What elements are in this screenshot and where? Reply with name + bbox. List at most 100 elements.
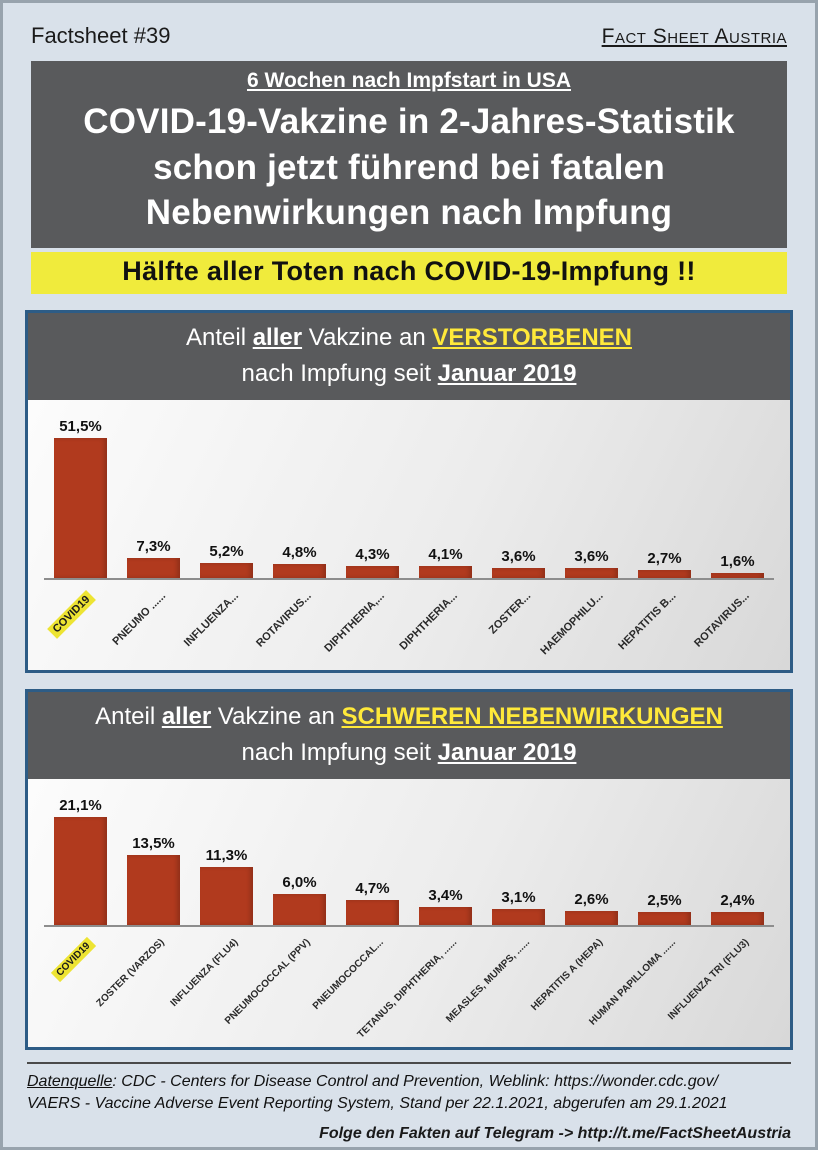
factsheet-number: Factsheet #39	[31, 23, 171, 48]
bar-value-label: 3,1%	[501, 888, 536, 906]
bar	[200, 563, 253, 578]
plot-side-effects: 21,1% 13,5% 11,3% 6,0% 4,7% 3,4% 3,1% 2,6% 2,5% 2…	[44, 789, 774, 927]
x-axis-tick: ROTAVIRUS...	[692, 580, 774, 670]
x-axis-tick: PNEUMO ......	[110, 580, 190, 670]
title-date: Januar 2019	[437, 738, 577, 766]
bar-value-label: 1,6%	[720, 553, 755, 571]
bar	[419, 566, 472, 578]
x-axis-tick: HEPATITIS A (HEPA)	[529, 927, 628, 1047]
x-axis-label: INFLUENZA...	[181, 589, 241, 649]
title-topic: VERSTORBENEN	[432, 323, 632, 351]
bar	[638, 570, 691, 578]
bar	[492, 908, 545, 925]
x-axis-tick: COVID19	[44, 580, 117, 670]
x-axis-deaths: COVID19 PNEUMO ...... INFLUENZA... ROTAVIRU…	[44, 580, 774, 670]
x-axis-tick: PNEUMOCOCCAL (PPV)	[223, 927, 336, 1047]
chart-column: 3,6%	[482, 548, 555, 578]
banner-title: COVID-19-Vakzine in 2-Jahres-Statistik s…	[41, 99, 777, 236]
chart-column: 3,4%	[409, 887, 482, 925]
bar	[492, 567, 545, 578]
bar	[54, 816, 107, 925]
x-axis-label: ROTAVIRUS...	[254, 589, 314, 650]
banner-title-line3: Nebenwirkungen nach Impfung	[145, 193, 673, 232]
source-line1: Datenquelle: CDC - Centers for Disease C…	[27, 1071, 791, 1093]
chart-panel-side-effects: Anteil aller Vakzine an SCHWEREN NEBENWI…	[25, 688, 793, 1050]
x-axis-tick: INFLUENZA...	[182, 580, 263, 670]
banner-subtitle: 6 Wochen nach Impfstart in USA	[247, 69, 571, 92]
chart-column: 6,0%	[263, 874, 336, 925]
chart-column: 11,3%	[190, 847, 263, 925]
x-axis-tick: INFLUENZA (FLU4)	[168, 927, 263, 1047]
bar-value-label: 21,1%	[59, 796, 102, 814]
bar	[711, 912, 764, 925]
bar-value-label: 3,6%	[501, 547, 536, 565]
bar-value-label: 2,5%	[647, 891, 682, 909]
x-axis-tick: COVID19	[44, 927, 117, 1047]
x-axis-label: ROTAVIRUS...	[692, 589, 752, 650]
bar-value-label: 2,4%	[720, 892, 755, 910]
x-axis-tick: DIPHTHERIA...	[397, 580, 482, 670]
title-text: Anteil	[186, 323, 253, 351]
x-axis-side-effects: COVID19 ZOSTER (VARZOS) INFLUENZA (FLU4) PN…	[44, 927, 774, 1047]
bar	[273, 564, 326, 578]
title-text: Vakzine an	[211, 702, 342, 730]
chart-column: 4,3%	[336, 546, 409, 578]
bar	[273, 893, 326, 925]
bar-value-label: 11,3%	[205, 846, 248, 864]
source-line2: VAERS - Vaccine Adverse Event Reporting …	[27, 1094, 728, 1112]
x-axis-tick: ROTAVIRUS...	[254, 580, 336, 670]
source-rest: : CDC - Centers for Disease Control and …	[112, 1072, 719, 1090]
chart-title-line2: nach Impfung seit Januar 2019	[34, 356, 784, 392]
x-axis-label: COVID19	[50, 936, 96, 982]
chart-column: 2,7%	[628, 550, 701, 578]
chart-column: 2,4%	[701, 892, 774, 925]
x-axis-label: COVID19	[47, 589, 97, 639]
footer-source: Datenquelle: CDC - Centers for Disease C…	[27, 1061, 791, 1116]
title-text: nach Impfung seit	[241, 738, 438, 766]
bar-value-label: 2,7%	[647, 550, 682, 568]
telegram-link-text: Folge den Fakten auf Telegram -> http://…	[319, 1125, 791, 1143]
chart-column: 21,1%	[44, 797, 117, 925]
bar-value-label: 6,0%	[282, 873, 317, 891]
title-text-emph: aller	[252, 323, 303, 351]
title-text: Vakzine an	[302, 323, 433, 351]
bar-value-label: 3,6%	[574, 547, 609, 565]
banner-title-line2: schon jetzt führend bei fatalen	[153, 147, 665, 187]
chart-column: 51,5%	[44, 418, 117, 578]
title-text: nach Impfung seit	[241, 359, 438, 387]
x-axis-tick: TETANUS, DIPHTHERIA, ......	[356, 927, 482, 1047]
bar-value-label: 2,6%	[574, 891, 609, 909]
chart-column: 13,5%	[117, 835, 190, 925]
chart-area-side-effects: 21,1% 13,5% 11,3% 6,0% 4,7% 3,4% 3,1% 2,6% 2,5% 2…	[28, 778, 790, 1047]
bar	[200, 866, 253, 925]
bar	[565, 911, 618, 925]
bar-value-label: 4,3%	[355, 545, 390, 563]
bar	[127, 557, 180, 578]
bar	[54, 437, 107, 578]
chart-column: 2,6%	[555, 891, 628, 925]
chart-column: 2,5%	[628, 892, 701, 925]
plot-deaths: 51,5% 7,3% 5,2% 4,8% 4,3% 4,1% 3,6% 3,6% 2,7% 1,6…	[44, 410, 774, 580]
chart-area-deaths: 51,5% 7,3% 5,2% 4,8% 4,3% 4,1% 3,6% 3,6% 2,7% 1,6…	[28, 399, 790, 670]
bar-value-label: 51,5%	[59, 417, 102, 435]
chart-column: 5,2%	[190, 543, 263, 578]
chart-column: 3,6%	[555, 548, 628, 578]
bar-value-label: 4,8%	[282, 544, 317, 562]
title-date: Januar 2019	[437, 359, 577, 387]
bar-value-label: 4,7%	[355, 880, 390, 898]
title-text-emph: aller	[161, 702, 212, 730]
chart-title-deaths: Anteil aller Vakzine an VERSTORBENEN nac…	[28, 312, 790, 400]
chart-column: 3,1%	[482, 889, 555, 925]
bar-value-label: 4,1%	[428, 546, 463, 564]
x-axis-tick: INFLUENZA TRI (FLU3)	[666, 927, 774, 1047]
title-topic: SCHWEREN NEBENWIRKUNGEN	[341, 702, 723, 730]
chart-panel-deaths: Anteil aller Vakzine an VERSTORBENEN nac…	[25, 309, 793, 673]
chart-title-line2: nach Impfung seit Januar 2019	[34, 735, 784, 771]
title-text: Anteil	[95, 702, 162, 730]
highlight-statement: Hälfte aller Toten nach COVID-19-Impfung…	[31, 251, 787, 294]
x-axis-tick: HAEMOPHILU...	[539, 580, 628, 670]
x-axis-label: PNEUMO ......	[110, 589, 168, 648]
chart-column: 4,8%	[263, 544, 336, 578]
chart-column: 4,1%	[409, 546, 482, 578]
